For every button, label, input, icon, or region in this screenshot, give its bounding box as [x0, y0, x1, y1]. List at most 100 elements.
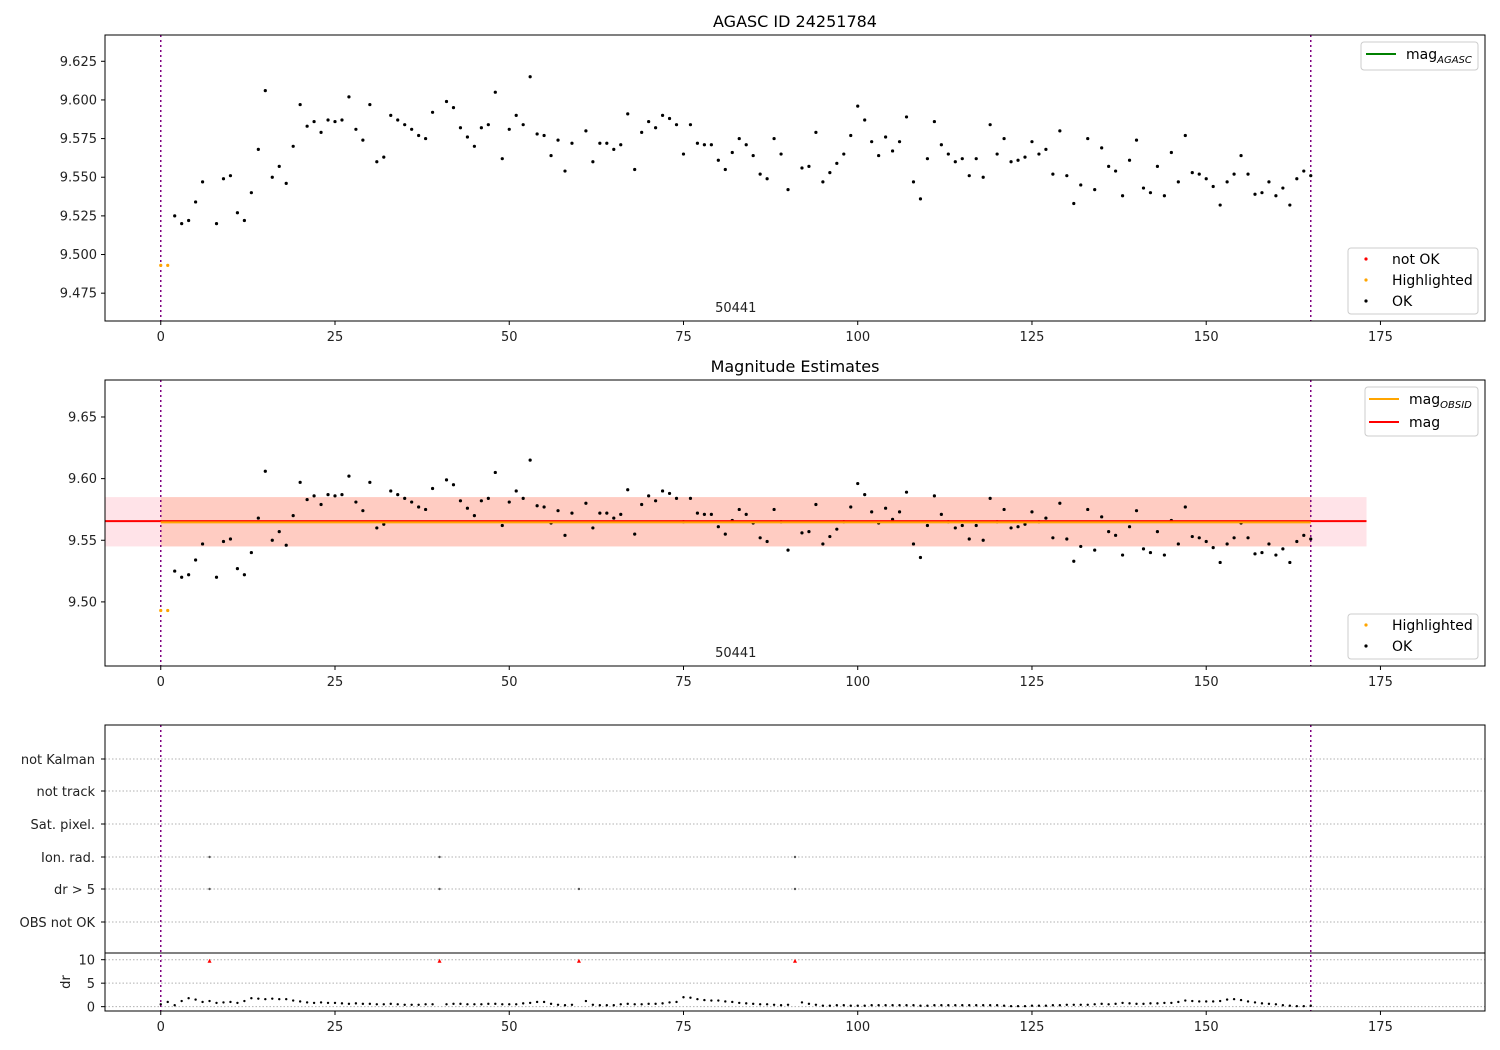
dr-point — [403, 1003, 406, 1006]
dr-point — [661, 1002, 664, 1005]
ok-point — [465, 506, 470, 510]
dr-point — [264, 997, 267, 1001]
ok-point — [549, 153, 553, 158]
ok-point — [939, 512, 943, 516]
x-tick-label: 25 — [327, 1020, 344, 1035]
ok-point — [1211, 184, 1215, 189]
legend-dot-swatch — [1364, 623, 1368, 627]
ok-point — [1309, 537, 1313, 541]
ok-point — [821, 542, 825, 546]
dr-point — [417, 1003, 420, 1006]
ok-point — [967, 537, 971, 541]
ok-point — [200, 180, 205, 184]
ok-point — [633, 167, 637, 172]
ok-point — [807, 164, 811, 169]
ok-point — [1030, 510, 1034, 514]
dr-point — [1211, 1000, 1215, 1003]
ok-point — [1051, 536, 1055, 540]
ok-point — [1295, 539, 1299, 544]
ok-point — [424, 507, 428, 512]
dr-point — [1100, 1002, 1103, 1006]
dr-point — [382, 1003, 385, 1006]
dr-point — [779, 1004, 783, 1007]
x-tick-label: 75 — [675, 330, 692, 345]
ok-point — [256, 516, 260, 520]
x-tick-label: 100 — [845, 330, 870, 345]
ok-point — [863, 493, 867, 497]
ok-point — [1141, 547, 1146, 551]
dr-point — [368, 1002, 372, 1006]
dr-point — [1191, 999, 1194, 1003]
dr-point — [1267, 1002, 1271, 1006]
ok-point — [1183, 133, 1187, 138]
dr-point — [828, 1004, 832, 1007]
dr-point — [180, 999, 183, 1003]
dr-point — [1246, 1000, 1250, 1003]
ok-point — [1023, 155, 1027, 159]
dr-tick-label: 0 — [87, 1001, 95, 1016]
ok-point — [1162, 194, 1166, 198]
dr-point — [612, 1004, 615, 1007]
ok-point — [800, 166, 804, 170]
dr-point — [1107, 1003, 1110, 1006]
dr-point — [947, 1004, 950, 1007]
dr-point — [285, 997, 288, 1001]
dr-point — [1072, 1003, 1075, 1006]
ok-point — [396, 118, 400, 122]
dr-point — [1274, 1003, 1278, 1006]
ok-point — [981, 175, 985, 179]
panel-magnitude-estimates: Magnitude Estimates 50441 0 25 50 75 100 125 150… — [68, 357, 1486, 690]
ok-point — [528, 75, 532, 79]
dr-point — [549, 1002, 553, 1006]
dr-point — [1023, 1004, 1027, 1008]
ok-point — [270, 538, 274, 542]
ok-point — [584, 501, 588, 505]
ok-point — [1023, 522, 1027, 526]
highlighted-point — [159, 263, 163, 267]
legend-dot-swatch — [1364, 644, 1368, 648]
ok-point — [988, 123, 992, 127]
ok-point — [821, 180, 825, 184]
ok-point — [1288, 203, 1292, 207]
dr-point — [473, 1003, 476, 1006]
dr-point — [389, 1002, 392, 1006]
ok-point — [458, 126, 463, 130]
dr-point — [570, 1003, 574, 1006]
ok-point — [702, 512, 706, 516]
ok-point — [1281, 186, 1285, 190]
dr-point — [940, 1004, 943, 1007]
y-tick-label: 9.55 — [68, 534, 97, 549]
ok-point — [814, 130, 818, 134]
ok-point — [765, 539, 769, 544]
ok-point — [1232, 172, 1236, 176]
ok-point — [598, 141, 602, 145]
dr-point — [891, 1004, 894, 1007]
ok-point — [1141, 186, 1146, 190]
y-tick-label: 9.500 — [60, 248, 97, 263]
dr-point — [717, 999, 720, 1002]
dr-point — [1302, 1004, 1305, 1008]
ok-point — [660, 113, 665, 117]
dr-point — [298, 1000, 302, 1003]
legend-dot-swatch — [1364, 299, 1368, 303]
ok-point — [605, 511, 609, 515]
dr-point — [591, 1003, 595, 1006]
dr-point — [466, 1003, 469, 1006]
ok-point — [1114, 533, 1118, 537]
ok-point — [221, 539, 226, 544]
dr-point — [758, 1003, 762, 1006]
dr-point — [257, 997, 260, 1000]
ok-point — [493, 470, 497, 475]
ok-point — [1086, 507, 1090, 512]
ok-point — [556, 509, 560, 513]
ok-point — [528, 458, 532, 462]
ok-point — [744, 143, 748, 147]
ok-point — [284, 543, 288, 547]
dr-point — [765, 1003, 769, 1006]
ok-point — [716, 158, 720, 162]
ok-point — [180, 222, 184, 226]
ok-point — [709, 512, 713, 516]
dr-point — [201, 1000, 204, 1004]
ok-point — [1246, 172, 1250, 176]
dr-point — [1149, 1002, 1152, 1005]
